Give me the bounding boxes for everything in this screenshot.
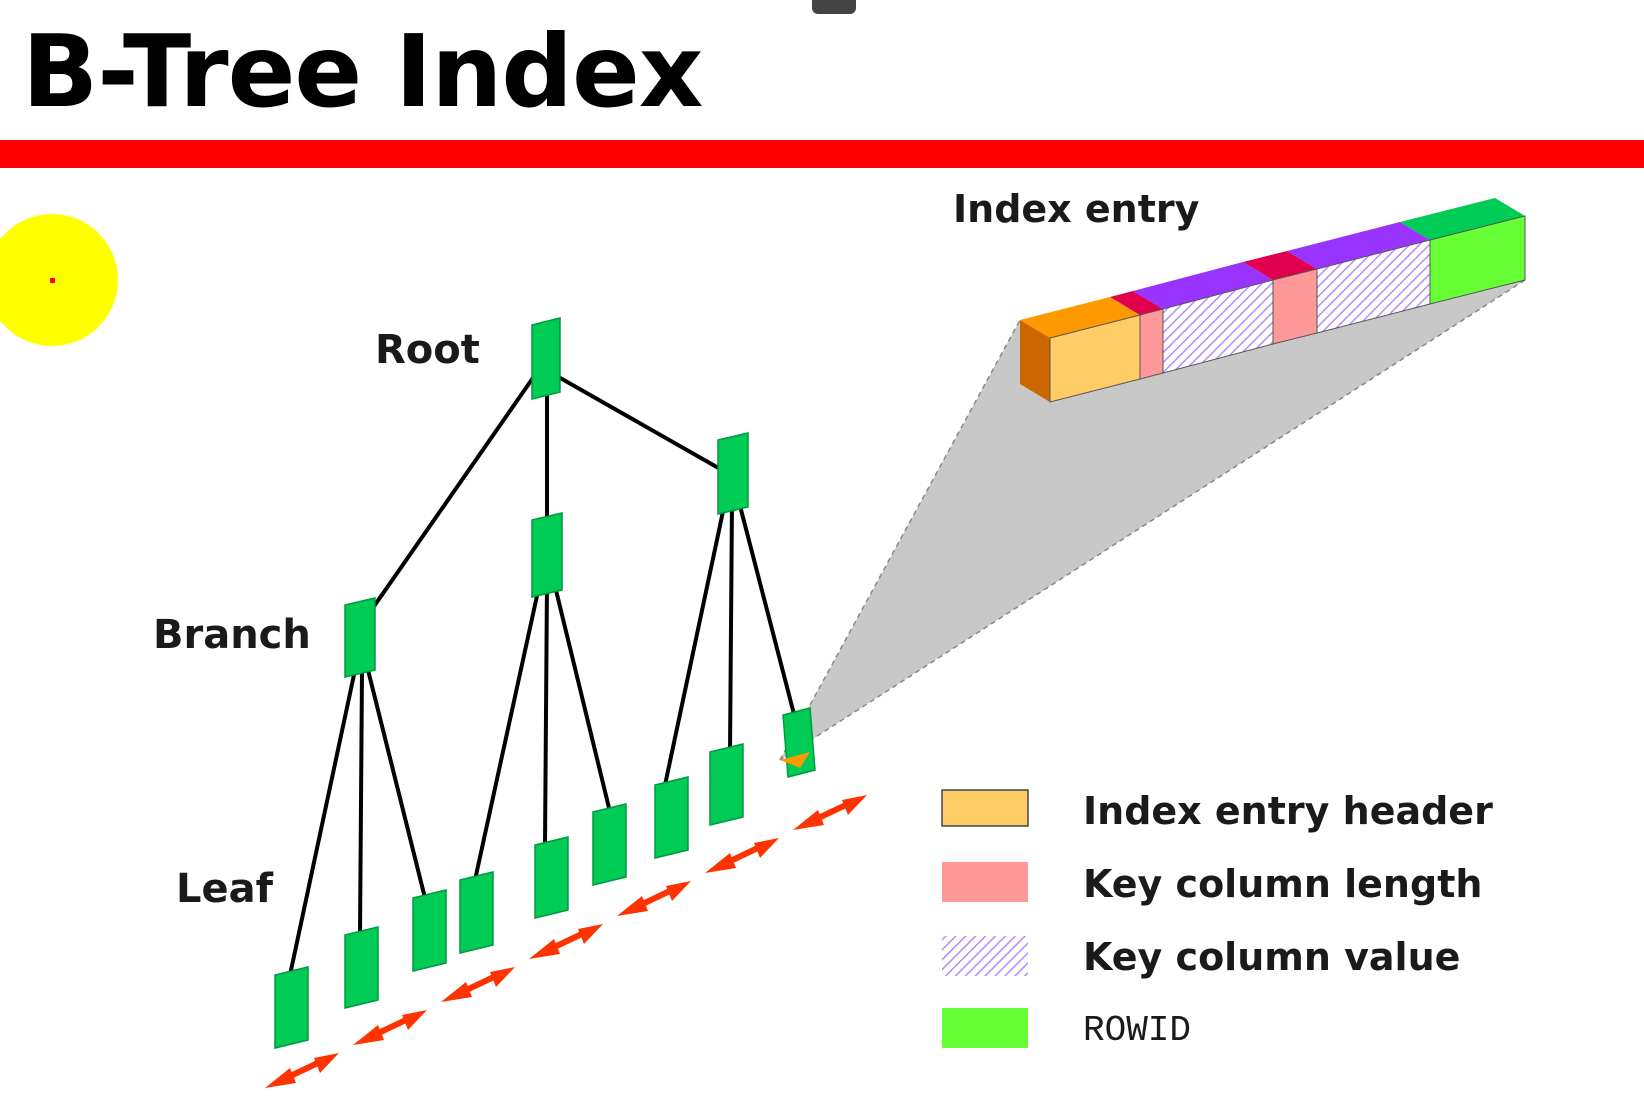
tree-edges [288, 373, 797, 976]
legend: Index entry header Key column length Key… [941, 789, 1493, 1051]
slide-title: B-Tree Index [22, 13, 703, 130]
leaf-link-arrow-7 [793, 795, 867, 830]
leaf-entry-marker [780, 752, 810, 768]
length2-top-face [1243, 251, 1317, 280]
rowid-top-face [1400, 198, 1525, 240]
legend-swatch-key-value [942, 936, 1028, 976]
legend-label-rowid: ROWID [1083, 1010, 1191, 1051]
leaf-link-arrow-3 [441, 967, 515, 1002]
leaf-link-arrow-4 [529, 924, 603, 959]
header-end-face [1020, 320, 1050, 402]
header-top-face [1020, 297, 1140, 338]
value2-top-face [1287, 222, 1430, 269]
leaf-node-8 [709, 743, 744, 826]
legend-swatch-rowid [942, 1008, 1028, 1048]
pointer-highlight [0, 214, 118, 346]
leaf-node-2 [344, 926, 379, 1009]
index-entry-zoom-cone [779, 279, 1526, 761]
legend-label-header: Index entry header [1083, 789, 1493, 833]
legend-swatch-header [941, 789, 1029, 827]
legend-swatch-key-length [942, 862, 1028, 902]
root-label: Root [375, 327, 480, 373]
index-entry-label: Index entry [953, 187, 1200, 231]
leaf-link-arrow-1 [265, 1053, 339, 1088]
legend-label-key-length: Key column length [1083, 862, 1482, 906]
leaf-node-5 [534, 836, 569, 919]
capture-tab [812, 0, 856, 14]
length1-front-face [1139, 308, 1164, 380]
title-underline-bar [0, 140, 1644, 168]
leaf-link-arrow-5 [617, 881, 691, 916]
leaf-node-7 [654, 776, 689, 859]
legend-label-key-value: Key column value [1083, 935, 1460, 979]
leaf-node-6 [592, 803, 627, 886]
leaf-links [265, 795, 867, 1088]
length2-front-face [1272, 268, 1318, 345]
branch-node-2 [531, 512, 563, 598]
leaf-link-arrow-6 [705, 838, 779, 873]
leaf-node-1 [274, 966, 309, 1049]
branch-node-1 [344, 597, 376, 678]
leaf-node-4 [459, 871, 494, 954]
pointer-dot [50, 278, 55, 283]
length1-top-face [1110, 291, 1163, 315]
leaf-label: Leaf [176, 866, 274, 912]
branch-node-3 [717, 432, 749, 515]
root-node [531, 317, 561, 400]
tree-nodes [274, 317, 816, 1049]
rowid-front-face [1429, 215, 1526, 305]
leaf-link-arrow-2 [353, 1010, 427, 1045]
branch-label: Branch [153, 612, 311, 658]
leaf-node-3 [412, 889, 447, 972]
value1-top-face [1133, 262, 1273, 309]
index-entry-bar [1020, 198, 1526, 403]
